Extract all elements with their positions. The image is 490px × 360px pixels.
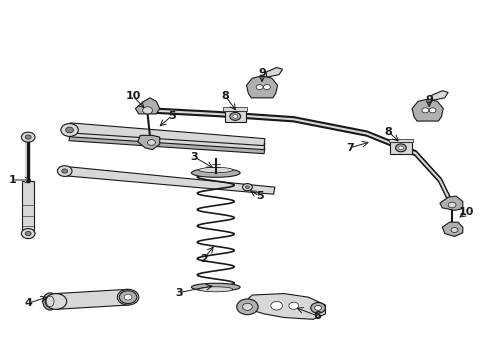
Polygon shape	[442, 222, 463, 237]
Circle shape	[271, 301, 283, 310]
Circle shape	[22, 132, 35, 142]
Ellipse shape	[199, 287, 233, 292]
Polygon shape	[440, 196, 463, 210]
Polygon shape	[246, 76, 278, 98]
Circle shape	[315, 305, 321, 310]
Bar	[390, 142, 412, 154]
Circle shape	[256, 85, 263, 90]
Text: 3: 3	[175, 288, 183, 297]
Bar	[224, 111, 246, 122]
Text: 9: 9	[258, 68, 266, 78]
Circle shape	[243, 184, 252, 191]
Circle shape	[395, 144, 406, 152]
Polygon shape	[69, 123, 265, 145]
Polygon shape	[64, 166, 275, 194]
Bar	[23, 180, 34, 234]
Circle shape	[448, 202, 456, 208]
Text: 5: 5	[168, 111, 176, 121]
Circle shape	[147, 140, 155, 145]
Circle shape	[264, 85, 270, 90]
Text: 3: 3	[190, 152, 197, 162]
Circle shape	[243, 303, 252, 310]
Text: 1: 1	[8, 175, 16, 185]
Ellipse shape	[43, 293, 57, 310]
Circle shape	[289, 302, 298, 309]
Text: 2: 2	[200, 253, 207, 264]
Polygon shape	[138, 135, 160, 150]
Text: 8: 8	[221, 91, 229, 101]
Circle shape	[245, 186, 249, 189]
Circle shape	[311, 302, 325, 313]
Circle shape	[398, 146, 403, 150]
Circle shape	[422, 108, 429, 113]
Polygon shape	[135, 98, 160, 114]
Polygon shape	[69, 127, 265, 150]
Ellipse shape	[192, 168, 240, 177]
Circle shape	[25, 231, 31, 236]
Circle shape	[237, 299, 258, 315]
Text: 9: 9	[425, 95, 433, 105]
Circle shape	[124, 294, 132, 300]
Text: 10: 10	[125, 91, 141, 101]
Circle shape	[62, 169, 68, 173]
Circle shape	[119, 291, 137, 303]
Circle shape	[117, 289, 139, 305]
Polygon shape	[266, 67, 283, 77]
Circle shape	[429, 108, 436, 113]
Circle shape	[45, 294, 67, 309]
Ellipse shape	[46, 296, 54, 307]
Text: 8: 8	[385, 127, 392, 137]
Circle shape	[233, 114, 238, 118]
Polygon shape	[432, 91, 448, 100]
Polygon shape	[412, 100, 443, 121]
Circle shape	[61, 123, 78, 136]
Text: 5: 5	[256, 191, 264, 201]
Circle shape	[143, 107, 152, 114]
Circle shape	[25, 135, 31, 139]
Polygon shape	[245, 294, 325, 319]
Bar	[389, 139, 413, 142]
Text: 10: 10	[459, 207, 474, 217]
Text: 7: 7	[346, 143, 354, 153]
Ellipse shape	[199, 167, 233, 173]
Circle shape	[230, 112, 241, 120]
Polygon shape	[69, 132, 265, 154]
Text: 4: 4	[24, 298, 32, 308]
Circle shape	[66, 127, 74, 133]
Bar	[223, 107, 247, 111]
Circle shape	[57, 166, 72, 176]
Ellipse shape	[192, 283, 240, 291]
Polygon shape	[55, 289, 129, 309]
Text: 6: 6	[313, 311, 321, 321]
Circle shape	[22, 229, 35, 239]
Circle shape	[451, 228, 458, 233]
